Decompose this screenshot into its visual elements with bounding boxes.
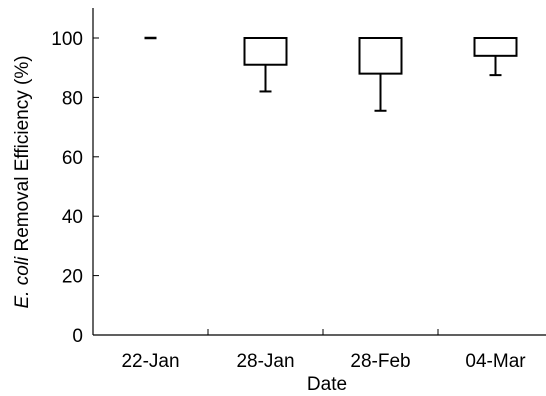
- x-tick-label: 28-Feb: [350, 351, 410, 372]
- box-iqr: [358, 37, 403, 75]
- x-axis-title: Date: [307, 374, 347, 395]
- y-axis-title-italic: E. coli: [12, 256, 33, 309]
- y-ticks: 0 20 40 60 80 100: [51, 29, 99, 347]
- x-tick-label: 04-Mar: [465, 351, 526, 372]
- box-plots: [144, 36, 518, 112]
- y-tick-label: 100: [51, 29, 83, 50]
- y-axis-title-rest: Removal Efficiency (%): [12, 55, 33, 256]
- y-tick-label: 20: [62, 267, 83, 288]
- box-28-Jan: [243, 37, 288, 93]
- y-tick-label: 40: [62, 207, 83, 228]
- y-tick-label: 60: [62, 148, 83, 169]
- box-04-Mar: [473, 37, 518, 77]
- x-ticks: 22-Jan 28-Jan 28-Feb 04-Mar: [121, 329, 526, 372]
- box-iqr: [243, 37, 288, 66]
- x-tick-label: 28-Jan: [236, 351, 294, 372]
- y-tick-label: 80: [62, 88, 83, 109]
- y-tick-label: 0: [72, 326, 83, 347]
- box-iqr: [473, 37, 518, 57]
- y-axis-title: E. coli Removal Efficiency (%): [12, 55, 33, 308]
- x-tick-label: 22-Jan: [121, 351, 179, 372]
- box-28-Feb: [358, 37, 403, 112]
